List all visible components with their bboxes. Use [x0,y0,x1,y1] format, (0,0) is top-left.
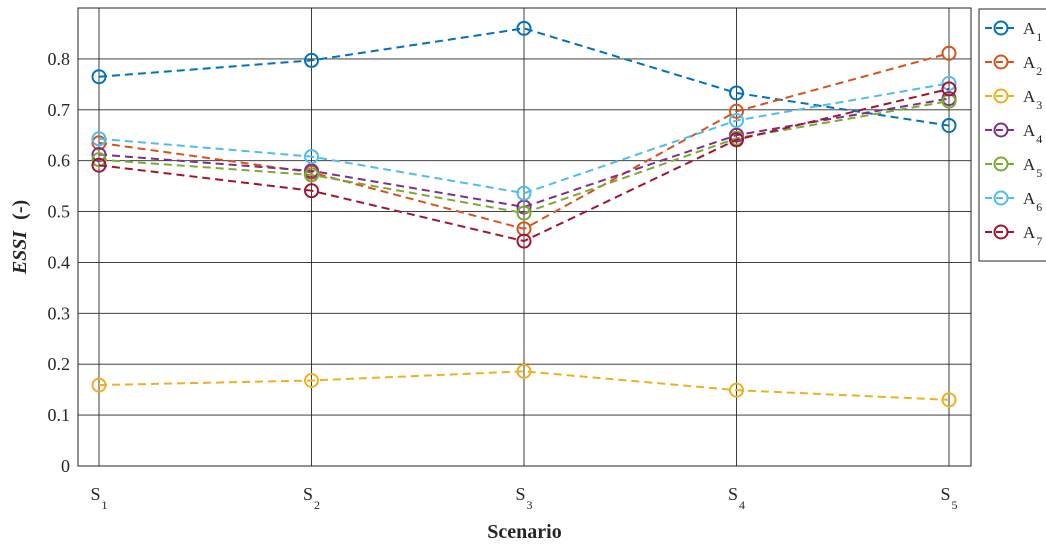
legend-label: A2 [1023,53,1042,78]
y-axis-title-unit: (-) [9,200,31,220]
data-point-marker [729,112,744,128]
series-a1 [91,20,957,134]
y-tick-label: 0.7 [48,100,71,120]
legend-label: A4 [1023,121,1042,146]
legend-marker-swatch [993,190,1009,206]
y-tick-label: 0.4 [48,252,71,272]
data-point-marker [91,147,107,163]
y-axis-title: ESSI (-) [9,200,31,275]
data-point-marker [516,363,532,379]
y-axis-title-main: ESSI [9,230,31,276]
data-point-marker [91,135,107,151]
legend-box [978,8,1046,262]
legend-label: A1 [1023,19,1042,44]
y-tick-label: 0.2 [48,354,71,374]
series-a6 [91,75,957,201]
data-point-marker [91,69,107,85]
legend-marker-swatch [993,122,1009,138]
series-line [98,87,950,243]
legend-marker-swatch [993,156,1009,172]
legend-marker-swatch [993,224,1009,240]
legend: A1 A2 A3 A4 A5 A6 A7 [978,8,1046,262]
data-point-marker [729,103,744,119]
x-tick-label: S4 [728,484,745,512]
series-a3 [91,363,957,408]
data-point-marker [516,185,532,201]
legend-label: A3 [1023,87,1042,112]
data-point-marker [941,392,957,408]
y-tick-label: 0.1 [48,405,71,425]
data-point-marker [304,52,319,68]
legend-item: A4 [985,121,1042,146]
x-tick-label: S2 [303,484,320,512]
x-tick-label: S3 [515,484,532,512]
data-point-marker [91,377,107,393]
y-tick-label: 0.6 [48,151,71,171]
y-axis-tick-labels: 0 0.1 0.2 0.3 0.4 0.5 0.6 0.7 0.8 [48,49,71,476]
y-tick-label: 0 [61,456,70,476]
legend-label: A6 [1023,189,1042,214]
data-point-marker [941,81,957,97]
data-point-marker [91,131,107,147]
series-line [98,52,950,230]
legend-item: A3 [985,87,1042,112]
grid [78,8,971,467]
x-axis-tick-labels: S1 S2 S3 S4 S5 [90,484,957,512]
legend-marker-swatch [993,88,1009,104]
series-line [98,27,950,127]
legend-marker-swatch [993,20,1009,36]
y-tick-label: 0.3 [48,303,71,323]
x-tick-label: S1 [90,484,107,512]
plot-frame [77,7,972,467]
y-tick-label: 0.5 [48,202,71,222]
legend-label: A7 [1023,223,1042,248]
data-point-marker [729,85,744,101]
data-point-marker [729,132,744,148]
legend-item: A2 [985,53,1042,78]
x-axis-title: Scenario [487,521,561,543]
series-line [98,370,950,401]
data-point-marker [941,45,957,61]
data-point-marker [516,20,532,36]
legend-item: A5 [985,155,1042,180]
data-point-marker [304,183,319,199]
data-point-marker [516,233,532,249]
legend-item: A6 [985,189,1042,214]
data-point-marker [304,163,319,179]
data-point-marker [304,167,319,183]
legend-label: A5 [1023,155,1042,180]
data-point-marker [304,149,319,165]
x-tick-label: S5 [940,484,957,512]
series-lines [91,20,957,408]
data-point-marker [729,382,744,398]
data-point-marker [516,205,532,221]
legend-item: A1 [985,19,1042,44]
series-a7 [91,81,957,249]
data-point-marker [91,157,107,173]
y-tick-label: 0.8 [48,49,71,69]
data-point-marker [941,118,957,134]
legend-marker-swatch [993,54,1009,70]
data-point-marker [304,373,319,389]
legend-item: A7 [985,223,1042,248]
